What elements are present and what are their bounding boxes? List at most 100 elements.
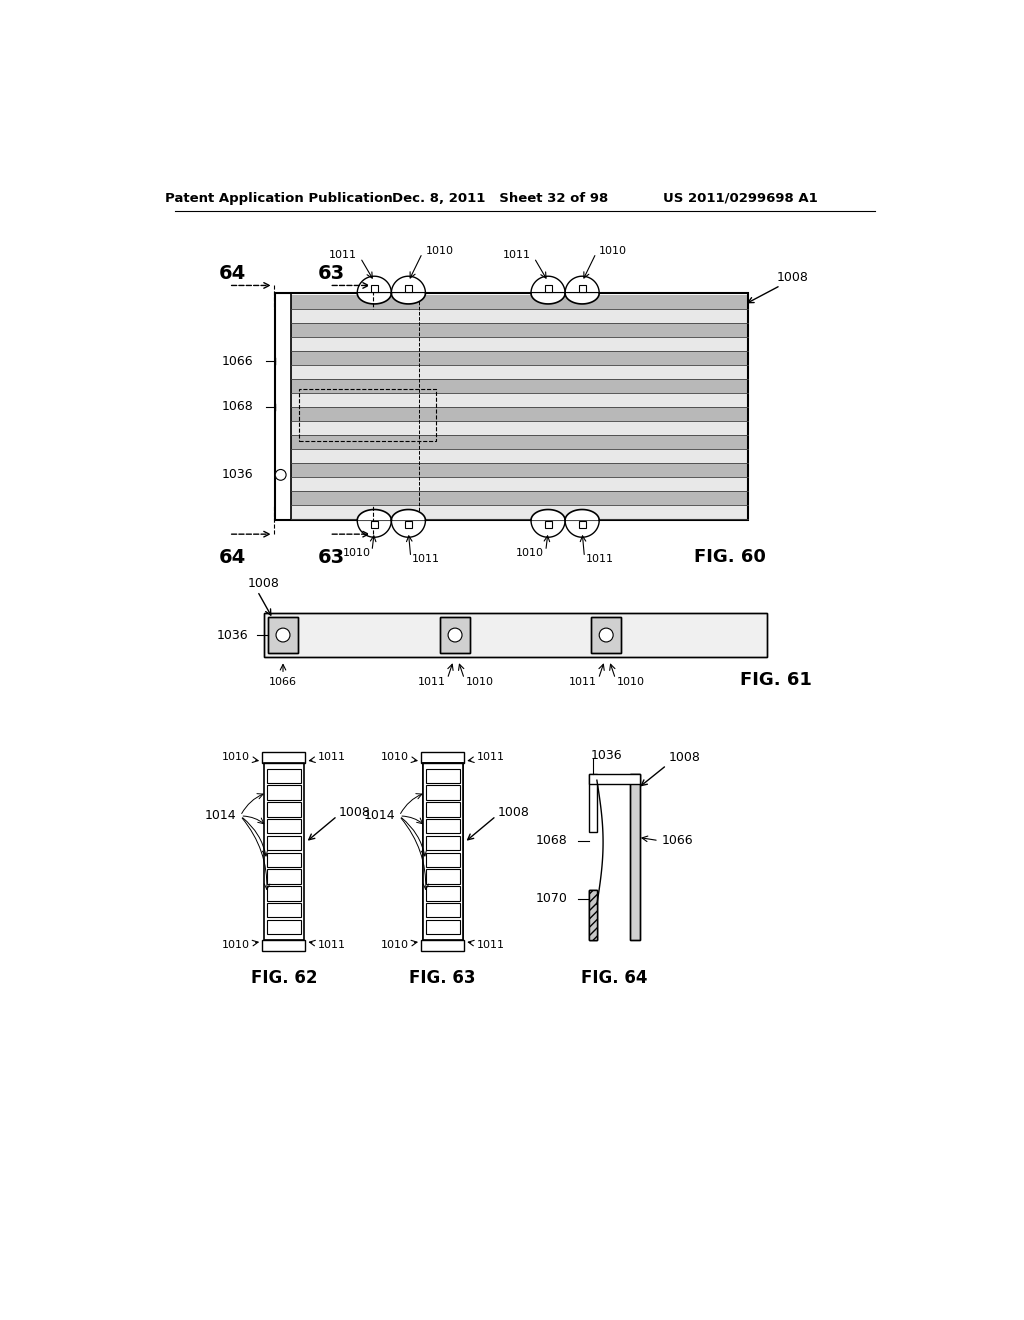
Bar — [589, 890, 597, 940]
Bar — [262, 752, 305, 763]
Bar — [291, 421, 748, 434]
Polygon shape — [391, 510, 425, 520]
Bar — [440, 618, 470, 653]
Bar — [579, 521, 586, 528]
Text: 1010: 1010 — [381, 752, 409, 763]
Bar — [589, 775, 640, 784]
Bar — [589, 890, 597, 940]
Text: 1066: 1066 — [222, 355, 254, 368]
Text: 64: 64 — [219, 548, 246, 566]
Bar — [266, 836, 301, 850]
Bar — [545, 285, 552, 293]
Bar — [592, 618, 621, 653]
Text: FIG. 61: FIG. 61 — [740, 672, 812, 689]
Text: 1008: 1008 — [498, 807, 529, 818]
Bar — [262, 940, 305, 950]
Bar — [291, 463, 748, 477]
Text: 1068: 1068 — [222, 400, 254, 413]
Text: 1008: 1008 — [777, 271, 809, 284]
Text: Patent Application Publication: Patent Application Publication — [165, 191, 393, 205]
Bar — [426, 853, 460, 867]
Bar — [275, 293, 748, 520]
Bar — [291, 393, 748, 407]
Text: 1011: 1011 — [477, 752, 505, 763]
Polygon shape — [531, 510, 565, 520]
Text: 64: 64 — [219, 264, 246, 284]
Bar — [421, 752, 464, 763]
Text: 1036: 1036 — [222, 469, 254, 482]
Text: US 2011/0299698 A1: US 2011/0299698 A1 — [663, 191, 817, 205]
Bar — [266, 818, 301, 833]
Text: Dec. 8, 2011   Sheet 32 of 98: Dec. 8, 2011 Sheet 32 of 98 — [392, 191, 608, 205]
Polygon shape — [565, 293, 599, 304]
Bar — [291, 477, 748, 491]
Bar — [423, 763, 463, 940]
Text: 1008: 1008 — [248, 577, 280, 590]
Bar — [426, 803, 460, 817]
Text: 1010: 1010 — [516, 548, 544, 557]
Bar — [589, 775, 597, 833]
Text: 1066: 1066 — [269, 677, 297, 686]
Text: FIG. 63: FIG. 63 — [410, 969, 476, 987]
Text: 63: 63 — [318, 264, 345, 284]
Text: FIG. 62: FIG. 62 — [251, 969, 317, 987]
Text: 1008: 1008 — [669, 751, 700, 764]
Bar — [426, 768, 460, 783]
Text: FIG. 60: FIG. 60 — [693, 548, 766, 566]
Text: 1010: 1010 — [342, 548, 371, 557]
Bar — [268, 618, 298, 653]
Bar — [371, 521, 378, 528]
Polygon shape — [565, 510, 599, 520]
Bar — [291, 364, 748, 379]
Bar — [426, 886, 460, 900]
Text: 63: 63 — [318, 548, 345, 566]
Bar — [589, 890, 597, 940]
Bar — [291, 337, 748, 351]
Bar — [426, 836, 460, 850]
Text: 1011: 1011 — [317, 940, 346, 950]
Circle shape — [449, 628, 462, 642]
Text: 1070: 1070 — [536, 892, 567, 906]
Bar — [371, 285, 378, 293]
Bar — [291, 322, 748, 337]
Text: 1068: 1068 — [536, 834, 567, 847]
Text: 1010: 1010 — [221, 752, 250, 763]
Bar — [426, 870, 460, 884]
Bar — [266, 803, 301, 817]
Bar — [291, 309, 748, 322]
Bar — [440, 618, 470, 653]
Polygon shape — [357, 293, 391, 304]
Bar — [426, 920, 460, 935]
Bar — [630, 775, 640, 940]
Bar — [291, 407, 748, 421]
Polygon shape — [391, 293, 425, 304]
Bar — [291, 491, 748, 504]
Bar — [263, 612, 767, 657]
Bar — [266, 768, 301, 783]
Text: 1011: 1011 — [418, 677, 445, 686]
Bar — [266, 785, 301, 800]
Bar — [291, 351, 748, 364]
Bar — [266, 903, 301, 917]
Bar — [579, 285, 586, 293]
Bar — [266, 886, 301, 900]
Circle shape — [275, 470, 286, 480]
Bar — [592, 618, 621, 653]
Bar — [263, 612, 767, 657]
Bar — [263, 763, 304, 940]
Bar — [404, 285, 412, 293]
Text: 1010: 1010 — [381, 940, 409, 950]
Text: 1011: 1011 — [569, 677, 597, 686]
Bar — [291, 449, 748, 463]
Text: 1010: 1010 — [221, 940, 250, 950]
Text: 1011: 1011 — [477, 940, 505, 950]
Bar — [545, 521, 552, 528]
Text: 1010: 1010 — [425, 246, 454, 256]
Bar — [268, 618, 298, 653]
Polygon shape — [357, 510, 391, 520]
Text: 1011: 1011 — [330, 249, 357, 260]
Bar — [266, 853, 301, 867]
Circle shape — [599, 628, 613, 642]
Bar — [404, 521, 412, 528]
Polygon shape — [531, 293, 565, 304]
